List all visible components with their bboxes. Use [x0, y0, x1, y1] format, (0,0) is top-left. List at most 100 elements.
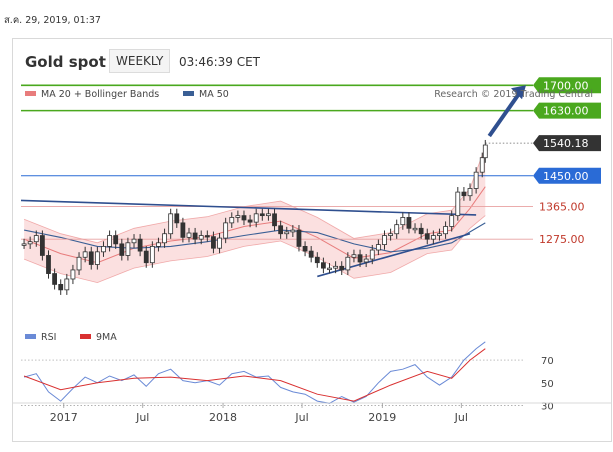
price-bar-body	[64, 278, 70, 291]
price-bar-body	[70, 269, 76, 280]
last-price-tag	[533, 135, 601, 152]
price-bar-body	[455, 191, 461, 217]
price-bar-body	[21, 243, 27, 246]
x-tick-label-1: Jul	[135, 411, 149, 424]
price-bar-body	[272, 213, 277, 227]
price-bar-body	[430, 235, 436, 240]
chart-card: Gold spot WEEKLY 03:46:39 CET 1700.00 163…	[12, 38, 612, 442]
legend-swatch-9ma	[80, 334, 91, 339]
price-bar-body	[82, 251, 88, 258]
pivot-label-1450.00: 1450.00	[543, 170, 589, 183]
price-bar-body	[137, 238, 143, 252]
price-bar-body	[223, 222, 229, 239]
x-tick-label-4: 2019	[368, 411, 396, 424]
target-tag-1630.00	[533, 102, 601, 119]
price-bar-body	[473, 171, 479, 189]
rsi-tick-50: 50	[541, 379, 554, 390]
legend-bollinger: MA 20 + Bollinger Bands	[41, 89, 159, 100]
last-price-label: 1540.18	[543, 137, 589, 150]
chart-title: Gold spot	[25, 53, 106, 71]
rsi-line	[23, 341, 486, 404]
price-bar-body	[33, 235, 39, 243]
price-bar-body	[125, 242, 131, 256]
price-bar-body	[217, 237, 222, 249]
price-bar-body	[94, 251, 100, 265]
price-bar-body	[327, 267, 332, 271]
rsi-tick-70: 70	[541, 356, 554, 367]
price-bar-body	[253, 213, 259, 223]
chart-credit: Research © 2019 Trading Central	[434, 89, 593, 100]
price-bar-body	[418, 227, 424, 235]
price-bar-body	[278, 225, 284, 235]
price-bar-body	[149, 246, 155, 264]
price-bar-body	[162, 233, 167, 244]
price-bar-body	[58, 284, 64, 291]
price-bar-body	[192, 232, 198, 240]
price-bar-body	[52, 273, 57, 285]
price-chart: 1700.00 1630.00 1540.18 1450.00 1365.00 1275.…	[13, 77, 611, 424]
target-label-1630.00: 1630.00	[543, 105, 589, 118]
price-bar-body	[320, 262, 326, 269]
target-label-1700.00: 1700.00	[543, 79, 589, 92]
price-bar-body	[204, 235, 210, 238]
legend-swatch-rsi	[25, 334, 36, 339]
price-bar-body	[375, 244, 381, 251]
chart-clock: 03:46:39 CET	[179, 55, 260, 69]
price-bar-body	[339, 265, 345, 271]
price-bar-body	[394, 224, 400, 235]
price-bar-body	[388, 233, 394, 236]
price-bar-body	[247, 219, 253, 223]
price-bar-body	[266, 213, 271, 217]
price-bar-body	[424, 233, 430, 240]
x-tick-label-5: Jul	[454, 411, 468, 424]
x-tick-label-0: 2017	[50, 411, 78, 424]
price-bar-body	[308, 250, 314, 258]
price-bar-body	[101, 246, 106, 253]
price-bar-body	[357, 254, 363, 263]
price-bar-body	[461, 191, 467, 197]
price-bar-body	[113, 235, 119, 245]
price-bar-body	[174, 213, 180, 224]
projection-arrow-head	[511, 85, 526, 100]
price-bar-body	[198, 235, 204, 240]
timestamp: ส.ค. 29, 2019, 01:37	[4, 15, 101, 26]
x-tick-label-2: 2018	[209, 411, 237, 424]
legend-9ma: 9MA	[96, 332, 117, 343]
price-bar-body	[107, 235, 112, 247]
x-tick-label-3: Jul	[294, 411, 308, 424]
price-bar-body	[131, 238, 137, 244]
legend-swatch-bollinger	[25, 91, 36, 96]
legend-ma50: MA 50	[199, 89, 229, 100]
price-bar-body	[345, 256, 351, 271]
price-bar-body	[229, 217, 235, 224]
support-label-1365.00: 1365.00	[539, 201, 585, 214]
price-bar-body	[302, 246, 308, 252]
price-bar-body	[88, 251, 94, 265]
price-bar-body	[46, 255, 51, 274]
legend-rsi: RSI	[41, 332, 56, 343]
price-bar-body	[241, 215, 247, 221]
price-bar-body	[156, 242, 161, 247]
price-bar-body	[119, 243, 125, 256]
price-bar-body	[186, 232, 192, 238]
price-bar-body	[400, 217, 406, 226]
price-bar-body	[412, 227, 418, 231]
price-bar-body	[406, 217, 412, 229]
price-bar-body	[449, 215, 455, 227]
price-bar-body	[211, 236, 216, 249]
price-bar-body	[290, 229, 296, 233]
price-bar-body	[363, 258, 369, 263]
price-bar-body	[235, 215, 241, 218]
price-bar-body	[479, 157, 485, 173]
projection-arrow-shaft	[487, 91, 522, 138]
price-bar-body	[168, 213, 174, 235]
price-bar-body	[382, 235, 387, 245]
price-bar-body	[437, 233, 442, 236]
price-bar-body	[27, 241, 33, 245]
price-bar-body	[284, 231, 290, 235]
price-bar-body	[39, 235, 45, 256]
price-bar-body	[259, 213, 265, 217]
price-bar-body	[443, 226, 448, 235]
price-bar-body	[467, 188, 473, 197]
frequency-selector[interactable]: WEEKLY	[109, 49, 171, 73]
